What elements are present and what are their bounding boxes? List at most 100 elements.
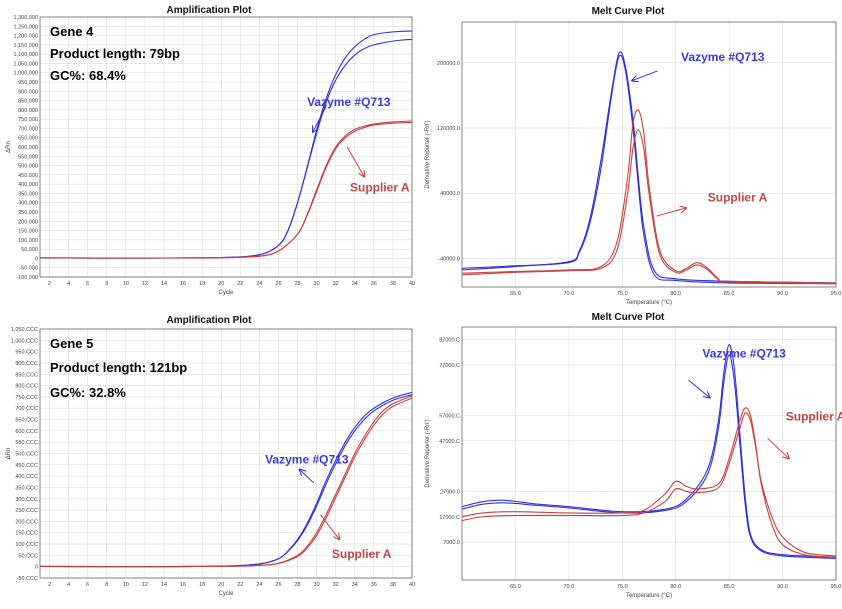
y-tick-label: 200000.0	[437, 61, 460, 67]
y-tick-label: 100,CCC	[15, 542, 38, 548]
x-tick-label: 85.0	[724, 584, 735, 590]
series-line-red	[461, 412, 837, 557]
y-tick-label: 50,000	[21, 247, 38, 253]
plot-frame	[461, 326, 837, 581]
x-tick-label: 22	[237, 582, 243, 588]
y-tick-label: 17000.C	[439, 515, 460, 521]
y-tick-label: -100,000	[16, 275, 38, 281]
y-tick-label: 100,000	[18, 238, 38, 244]
series-line-blue	[461, 344, 837, 558]
y-tick-label: 1,100,000	[14, 52, 38, 58]
x-tick-label: 22	[237, 281, 243, 287]
x-tick-label: 10	[123, 582, 129, 588]
x-tick-label: 2	[48, 281, 51, 287]
y-tick-label: 1,150,000	[14, 43, 38, 49]
x-tick-label: 28	[294, 281, 300, 287]
x-tick-label: 30	[314, 281, 320, 287]
series-annotation-label: Supplier A	[350, 181, 410, 195]
y-tick-label: 650,000	[18, 136, 38, 142]
annotation-arrow	[320, 514, 339, 540]
x-tick-label: 30	[314, 582, 320, 588]
x-tick-label: 24	[256, 582, 262, 588]
x-tick-label: 36	[371, 281, 377, 287]
x-tick-label: 65.0	[510, 584, 521, 590]
y-tick-label: 200,000	[18, 219, 38, 225]
annotation-arrow	[656, 208, 686, 217]
series-line-blue	[461, 354, 837, 560]
x-axis-label: Cycle	[218, 290, 234, 296]
x-tick-label: 28	[294, 582, 300, 588]
plot-area	[462, 22, 836, 287]
y-tick-label: 900,000	[18, 89, 38, 95]
y-tick-label: 87000.C	[439, 338, 460, 344]
x-tick-label: 90.0	[777, 584, 788, 590]
y-tick-label: 40000.0	[440, 191, 460, 197]
gene-info-gene: Gene 4	[50, 24, 94, 39]
y-tick-label: 550,CCC	[15, 440, 38, 446]
gene-info-gc: GC%: 68.4%	[50, 68, 126, 83]
y-tick-label: 200,CCC	[15, 519, 38, 525]
y-tick-label: 600,000	[18, 145, 38, 151]
y-tick-label: 1,050,CCC	[11, 327, 38, 333]
y-tick-label: 77000.C	[439, 363, 460, 369]
x-tick-label: 12	[142, 582, 148, 588]
x-tick-label: 80.0	[670, 584, 681, 590]
x-tick-label: 90.0	[777, 291, 788, 297]
y-tick-label: 250,CCC	[15, 508, 38, 514]
chart-title: Amplification Plot	[167, 5, 253, 16]
y-tick-label: 1,250,000	[14, 24, 38, 30]
y-tick-label: 47000.C	[439, 439, 460, 445]
series-annotation-label: Supplier A	[332, 547, 392, 561]
x-tick-label: 20	[218, 281, 224, 287]
annotation-arrow	[767, 437, 789, 458]
x-tick-label: 34	[352, 281, 358, 287]
series-annotation-label: Vazyme #Q713	[265, 453, 349, 467]
y-tick-label: 500,000	[18, 164, 38, 170]
x-tick-label: 8	[105, 281, 108, 287]
chart-title: Melt Curve Plot	[592, 6, 665, 17]
y-tick-label: 57000.C	[439, 414, 460, 420]
x-tick-label: 32	[333, 582, 339, 588]
y-tick-label: 750,CCC	[15, 395, 38, 401]
y-tick-label: 950,CCC	[15, 350, 38, 356]
x-tick-label: 4	[67, 582, 70, 588]
x-axis-label: Temperature (°C)	[626, 593, 672, 599]
y-tick-label: 1,000,CCC	[11, 338, 38, 344]
y-axis-label: Derivative Reporter (-Rn')	[425, 120, 431, 188]
y-tick-label: 400,CCC	[15, 474, 38, 480]
y-tick-label: 550,000	[18, 154, 38, 160]
plot-area	[462, 327, 836, 580]
series-annotation-label: Vazyme #Q713	[702, 346, 786, 360]
annotation-arrow	[632, 70, 658, 81]
y-tick-label: 350,000	[18, 191, 38, 197]
y-tick-label: 700,000	[18, 126, 38, 132]
y-tick-label: 450,CCC	[15, 463, 38, 469]
y-tick-label: 600,CCC	[15, 429, 38, 435]
x-tick-label: 95.0	[831, 291, 842, 297]
y-tick-label: 900,CCC	[15, 361, 38, 367]
x-tick-label: 70.0	[563, 291, 574, 297]
y-tick-label: 1,300,000	[14, 15, 38, 21]
y-tick-label: 150,CCC	[15, 531, 38, 537]
x-tick-label: 70.0	[563, 584, 574, 590]
x-tick-label: 8	[105, 582, 108, 588]
y-tick-label: 850,000	[18, 99, 38, 105]
gene5-melt-curve-plot: Melt Curve Plot 65.0 70.0 75.0 80.0 85.0 90.0 9…	[425, 312, 842, 599]
x-tick-label: 2	[48, 582, 51, 588]
y-tick-label: 27000.0	[440, 489, 460, 495]
y-tick-label: 350,CCC	[15, 485, 38, 491]
y-tick-label: -50,CCC	[17, 576, 38, 582]
x-tick-label: 16	[180, 281, 186, 287]
x-tick-label: 10	[123, 281, 129, 287]
gene-info-length: Product length: 121bp	[50, 360, 187, 375]
x-tick-label: 24	[256, 281, 262, 287]
y-tick-label: 1,200,000	[14, 34, 38, 40]
plot-frame	[39, 16, 413, 278]
y-tick-label: 150,000	[18, 229, 38, 235]
x-tick-label: 6	[86, 582, 89, 588]
y-tick-label: 300,000	[18, 201, 38, 207]
annotation-arrow	[313, 105, 327, 132]
y-tick-label: 450,000	[18, 173, 38, 179]
